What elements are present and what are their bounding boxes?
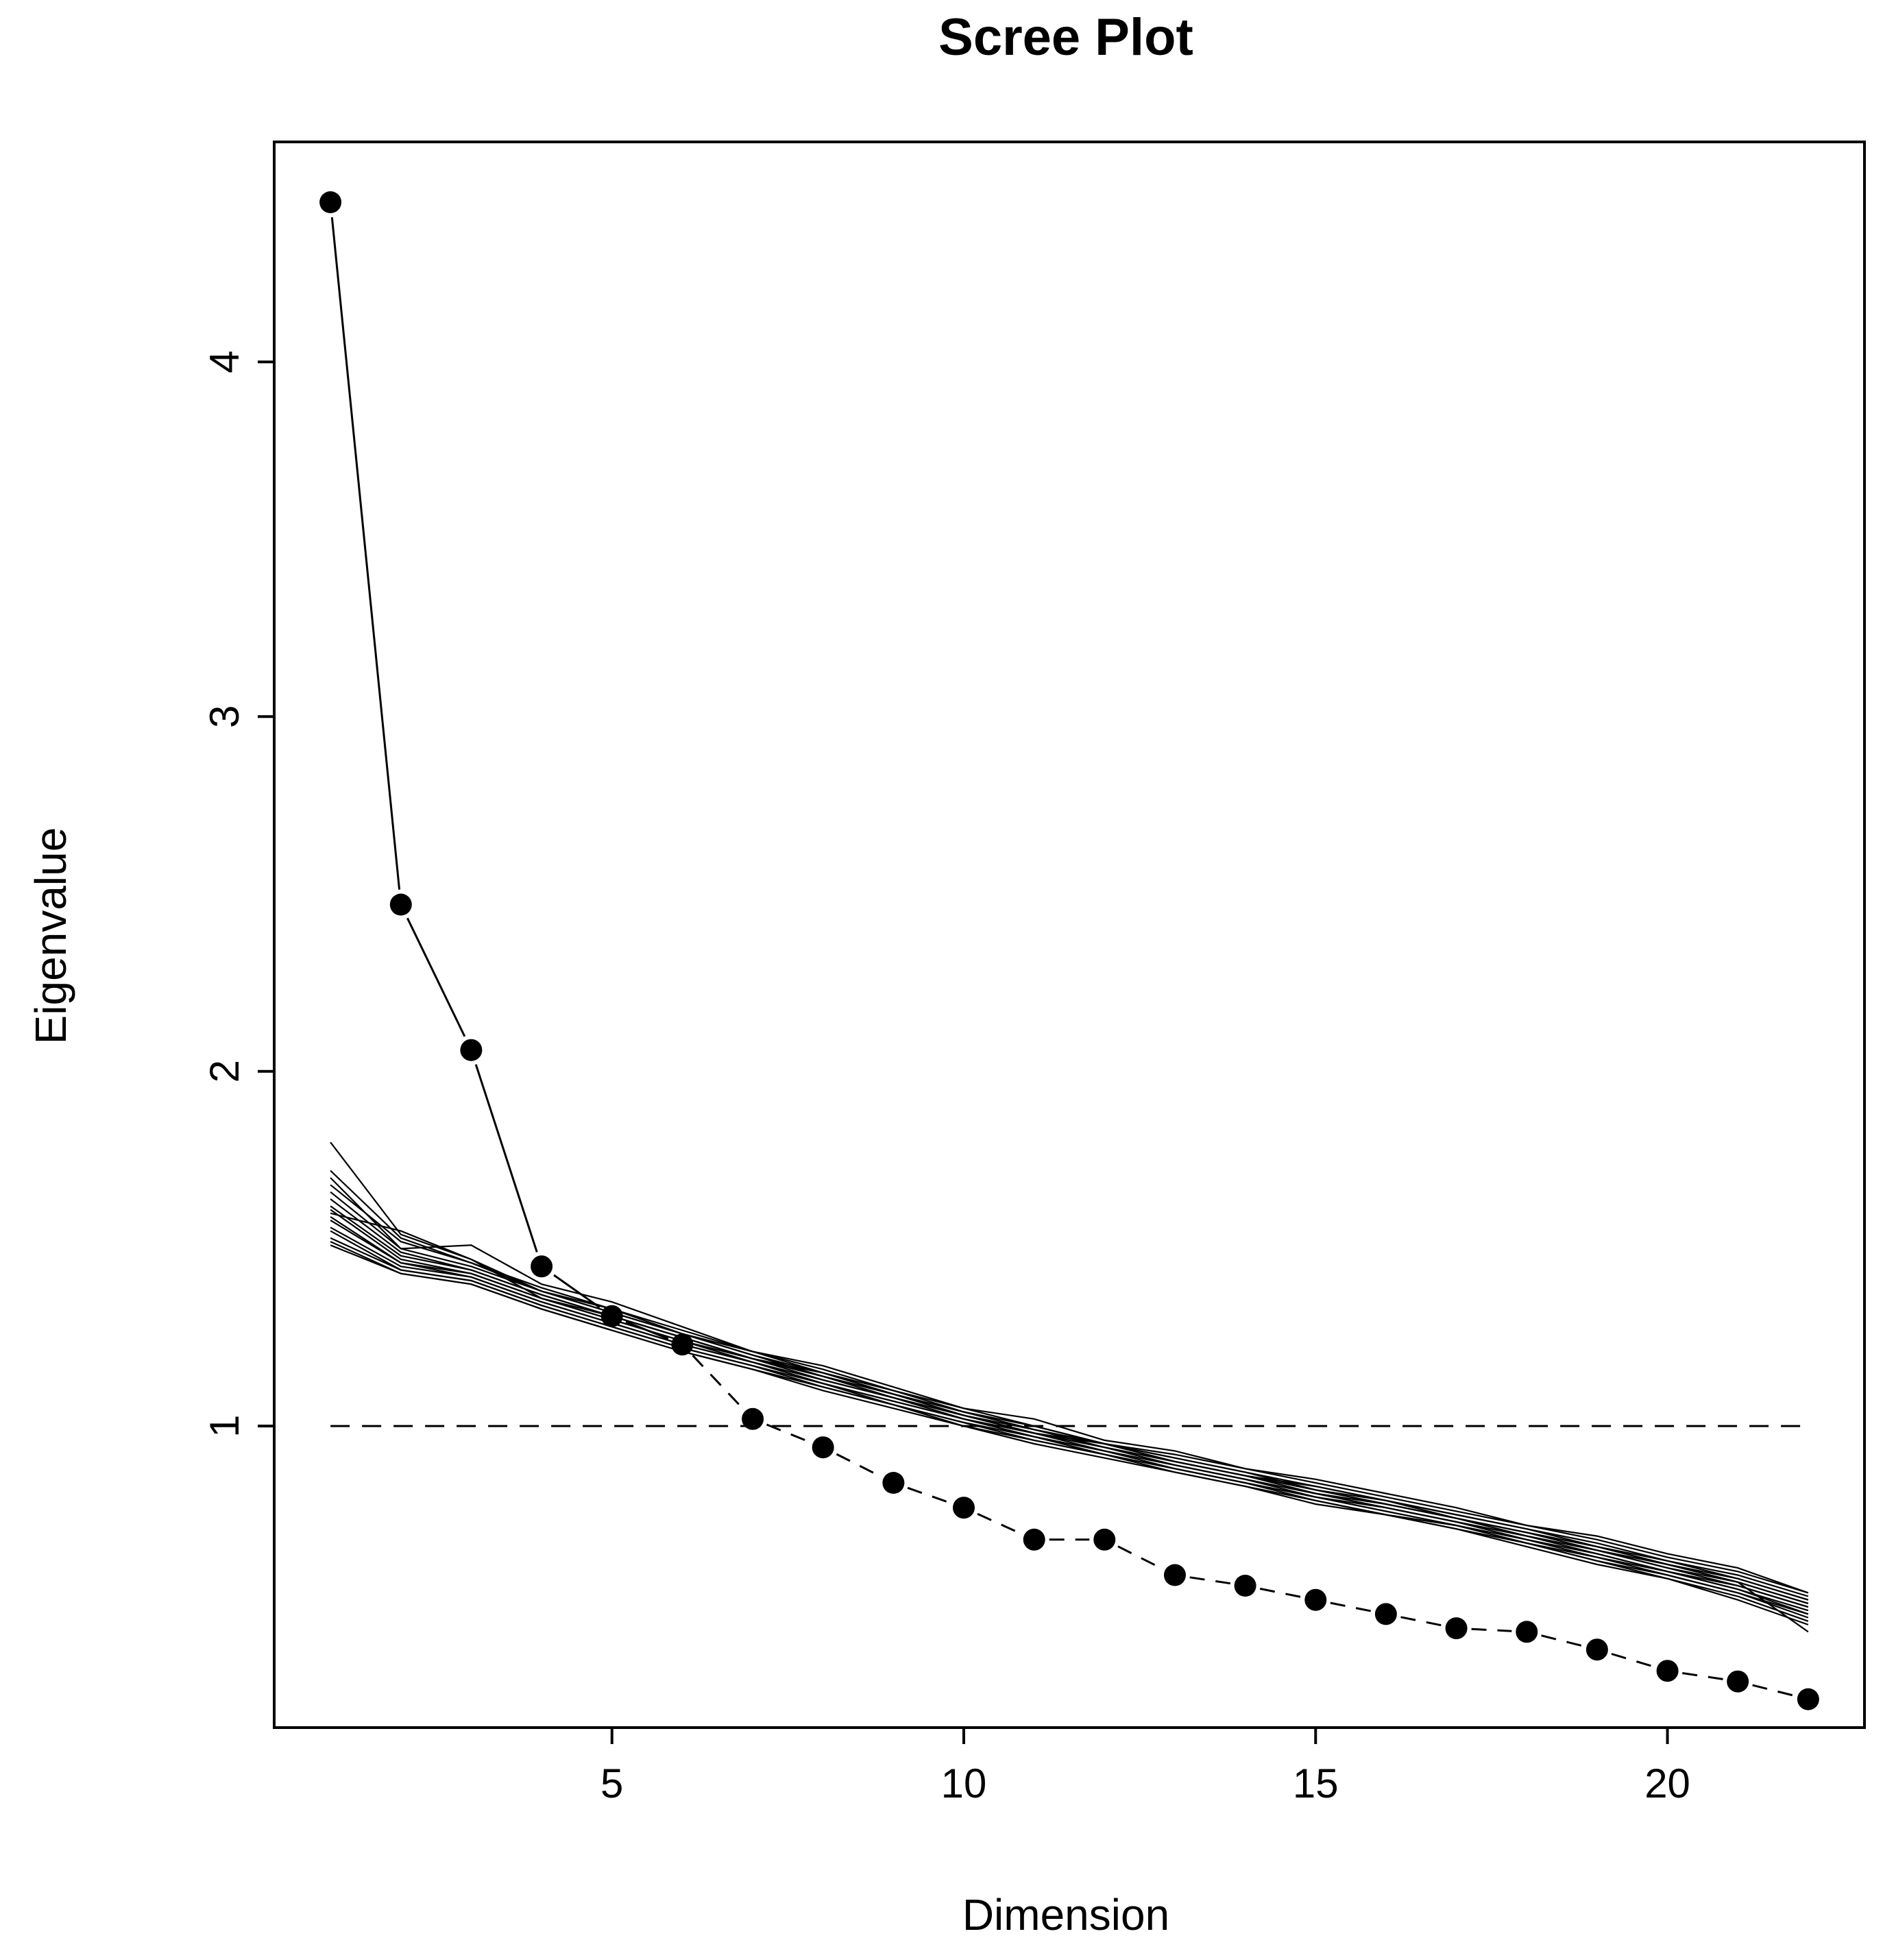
y-tick-label-2: 2 <box>202 1060 247 1082</box>
observed-segment-10 <box>977 1512 1021 1535</box>
observed-point-22 <box>1797 1688 1819 1710</box>
x-tick-label-15: 15 <box>1293 1761 1339 1806</box>
observed-point-5 <box>600 1305 623 1327</box>
observed-segment-5 <box>625 1320 669 1340</box>
observed-point-11 <box>1023 1528 1045 1551</box>
x-tick-label-5: 5 <box>600 1761 623 1806</box>
observed-segment-1 <box>330 217 401 890</box>
observed-point-13 <box>1164 1564 1186 1586</box>
observed-segment-13 <box>1189 1576 1231 1585</box>
observed-point-19 <box>1585 1638 1608 1661</box>
observed-point-2 <box>389 893 412 916</box>
observed-point-7 <box>742 1407 764 1430</box>
observed-segment-15 <box>1330 1601 1372 1612</box>
y-axis-label: Eigenvalue <box>26 827 75 1045</box>
observed-point-17 <box>1445 1617 1468 1640</box>
observed-segment-14 <box>1259 1587 1301 1598</box>
y-tick-label-1: 1 <box>202 1414 247 1437</box>
observed-point-18 <box>1516 1621 1538 1643</box>
simulated-line-16 <box>330 1212 1809 1633</box>
observed-segment-19 <box>1611 1653 1653 1668</box>
simulated-line-2 <box>330 1170 1809 1597</box>
observed-segment-3 <box>474 1064 538 1253</box>
observed-point-8 <box>812 1436 834 1459</box>
plot-frame <box>273 141 1866 1729</box>
observed-point-9 <box>882 1472 905 1494</box>
observed-segment-16 <box>1400 1616 1442 1627</box>
observed-segment-21 <box>1752 1684 1794 1697</box>
chart-title: Scree Plot <box>938 8 1193 66</box>
observed-segment-20 <box>1682 1672 1723 1680</box>
observed-point-16 <box>1374 1603 1397 1625</box>
observed-point-20 <box>1656 1660 1679 1682</box>
x-tick-label-10: 10 <box>941 1761 987 1806</box>
simulated-line-8 <box>330 1215 1809 1608</box>
observed-segment-17 <box>1471 1628 1512 1632</box>
y-tick-label-3: 3 <box>202 705 247 728</box>
observed-segment-8 <box>836 1453 881 1477</box>
simulated-line-10 <box>330 1226 1809 1615</box>
observed-point-1 <box>319 191 342 213</box>
observed-point-3 <box>460 1039 483 1061</box>
observed-point-10 <box>953 1497 975 1519</box>
observed-segment-6 <box>692 1355 743 1409</box>
observed-segment-12 <box>1117 1545 1162 1569</box>
y-tick-label-4: 4 <box>202 350 247 373</box>
observed-point-15 <box>1304 1588 1327 1611</box>
x-axis-label: Dimension <box>962 1890 1169 1939</box>
observed-point-14 <box>1234 1575 1256 1597</box>
x-tick-label-20: 20 <box>1644 1761 1690 1806</box>
simulated-series-group <box>330 1141 1809 1633</box>
observed-segment-9 <box>907 1486 950 1504</box>
observed-point-12 <box>1093 1528 1116 1551</box>
observed-series-group <box>319 191 1819 1710</box>
observed-segment-18 <box>1541 1634 1583 1647</box>
observed-segment-7 <box>766 1423 810 1443</box>
observed-segment-4 <box>553 1274 600 1309</box>
observed-point-6 <box>671 1333 694 1356</box>
observed-segment-2 <box>406 917 466 1037</box>
simulated-line-14 <box>330 1244 1809 1625</box>
observed-point-4 <box>531 1255 553 1278</box>
observed-point-21 <box>1727 1670 1749 1693</box>
simulated-line-15 <box>330 1177 1809 1594</box>
